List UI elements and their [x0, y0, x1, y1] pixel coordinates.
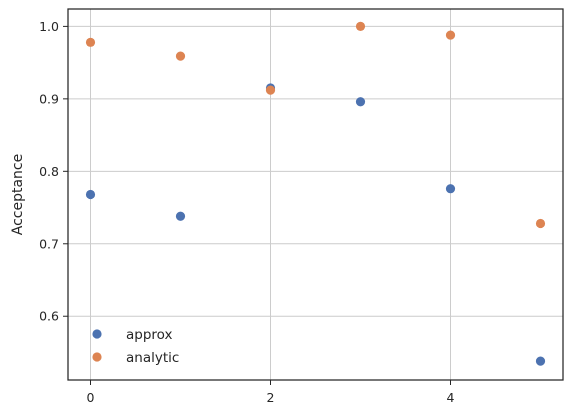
- x-tick-label: 4: [447, 390, 455, 405]
- legend-label-approx: approx: [126, 327, 173, 343]
- grid: [68, 9, 563, 380]
- axes: [67, 8, 564, 381]
- data-point-approx: [355, 97, 366, 107]
- legend: approx analytic: [92, 327, 179, 366]
- data-point-analytic: [445, 30, 456, 40]
- y-tick-label: 0.8: [39, 164, 59, 179]
- y-tick-label: 1.0: [39, 19, 59, 34]
- data-point-approx: [85, 189, 96, 200]
- legend-marker-approx: [92, 329, 102, 339]
- data-point-analytic: [265, 85, 276, 95]
- y-tick-label: 0.9: [39, 91, 59, 106]
- data-point-analytic: [535, 218, 546, 229]
- plot-frame: [67, 8, 564, 381]
- tick-labels: 0 2 4 0.6 0.7 0.8 0.9 1.0: [39, 19, 454, 405]
- data-point-approx: [535, 356, 546, 366]
- y-tick-label: 0.6: [39, 309, 59, 324]
- data-point-approx: [175, 211, 186, 221]
- data-points: [85, 21, 546, 366]
- legend-label-analytic: analytic: [126, 350, 179, 366]
- data-point-approx: [445, 184, 456, 194]
- legend-marker-analytic: [92, 352, 102, 362]
- x-tick-label: 0: [87, 390, 95, 405]
- y-axis-label: Acceptance: [10, 154, 26, 235]
- x-tick-label: 2: [267, 390, 275, 405]
- data-point-analytic: [355, 21, 366, 31]
- data-point-analytic: [85, 37, 96, 47]
- y-tick-label: 0.7: [39, 236, 59, 251]
- data-point-analytic: [175, 51, 186, 61]
